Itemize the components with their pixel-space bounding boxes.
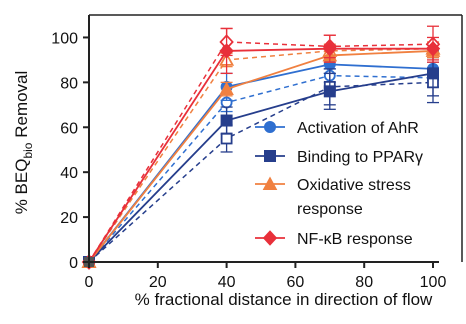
y-axis-title-subscript: bio bbox=[21, 142, 35, 158]
y-tick-label: 40 bbox=[60, 165, 78, 182]
x-axis-title: % fractional distance in direction of fl… bbox=[135, 290, 433, 309]
series-0-dashed-line bbox=[88, 74, 434, 263]
data-point bbox=[220, 114, 233, 127]
y-tick-label: 20 bbox=[60, 210, 78, 227]
y-tick-label: 80 bbox=[60, 75, 78, 92]
legend-label: Binding to PPARγ bbox=[297, 149, 423, 166]
y-tick-label: 0 bbox=[69, 255, 78, 272]
legend-label: response bbox=[297, 201, 363, 218]
legend-label: NF-κB response bbox=[297, 231, 413, 248]
legend-marker bbox=[262, 176, 278, 190]
legend-marker bbox=[264, 150, 276, 162]
series-1-dashed-line bbox=[88, 81, 434, 263]
data-point bbox=[323, 85, 336, 98]
series-1-solid-line bbox=[88, 72, 434, 263]
series-3-solid-line bbox=[88, 47, 433, 263]
series-2-dashed-line bbox=[88, 47, 434, 263]
data-point bbox=[219, 43, 234, 59]
data-point bbox=[219, 81, 234, 96]
plot-area bbox=[81, 25, 441, 270]
legend-marker bbox=[264, 121, 276, 133]
axes bbox=[88, 14, 463, 263]
x-tick-label: 100 bbox=[420, 274, 447, 291]
data-point bbox=[220, 132, 233, 145]
y-axis-title-main: % BEQ bbox=[12, 159, 31, 215]
x-tick-label: 0 bbox=[85, 274, 94, 291]
y-tick-label: 100 bbox=[51, 30, 78, 47]
data-point bbox=[427, 67, 439, 80]
y-axis-title-tail: Removal bbox=[12, 71, 31, 143]
legend-label: Activation of AhR bbox=[297, 120, 419, 137]
data-point bbox=[322, 40, 337, 57]
series-1 bbox=[83, 50, 439, 268]
data-point bbox=[425, 40, 441, 57]
x-tick-label: 20 bbox=[149, 274, 167, 291]
x-tick-label: 80 bbox=[355, 274, 373, 291]
legend-label: Oxidative stress bbox=[297, 177, 411, 194]
legend-marker bbox=[262, 230, 278, 246]
series-3-dashed-line bbox=[88, 41, 434, 263]
series-3 bbox=[81, 25, 441, 270]
y-axis-title: % BEQbio Removal bbox=[12, 71, 35, 215]
y-tick-label: 60 bbox=[60, 120, 78, 137]
x-tick-label: 60 bbox=[287, 274, 305, 291]
tick-labels: 0 20 40 60 80 100 0 20 40 60 80 100 bbox=[51, 30, 446, 291]
x-tick-label: 40 bbox=[218, 274, 236, 291]
legend: Activation of AhR Binding to PPARγ Oxidati… bbox=[255, 120, 423, 248]
series-2-solid-line bbox=[88, 50, 434, 263]
